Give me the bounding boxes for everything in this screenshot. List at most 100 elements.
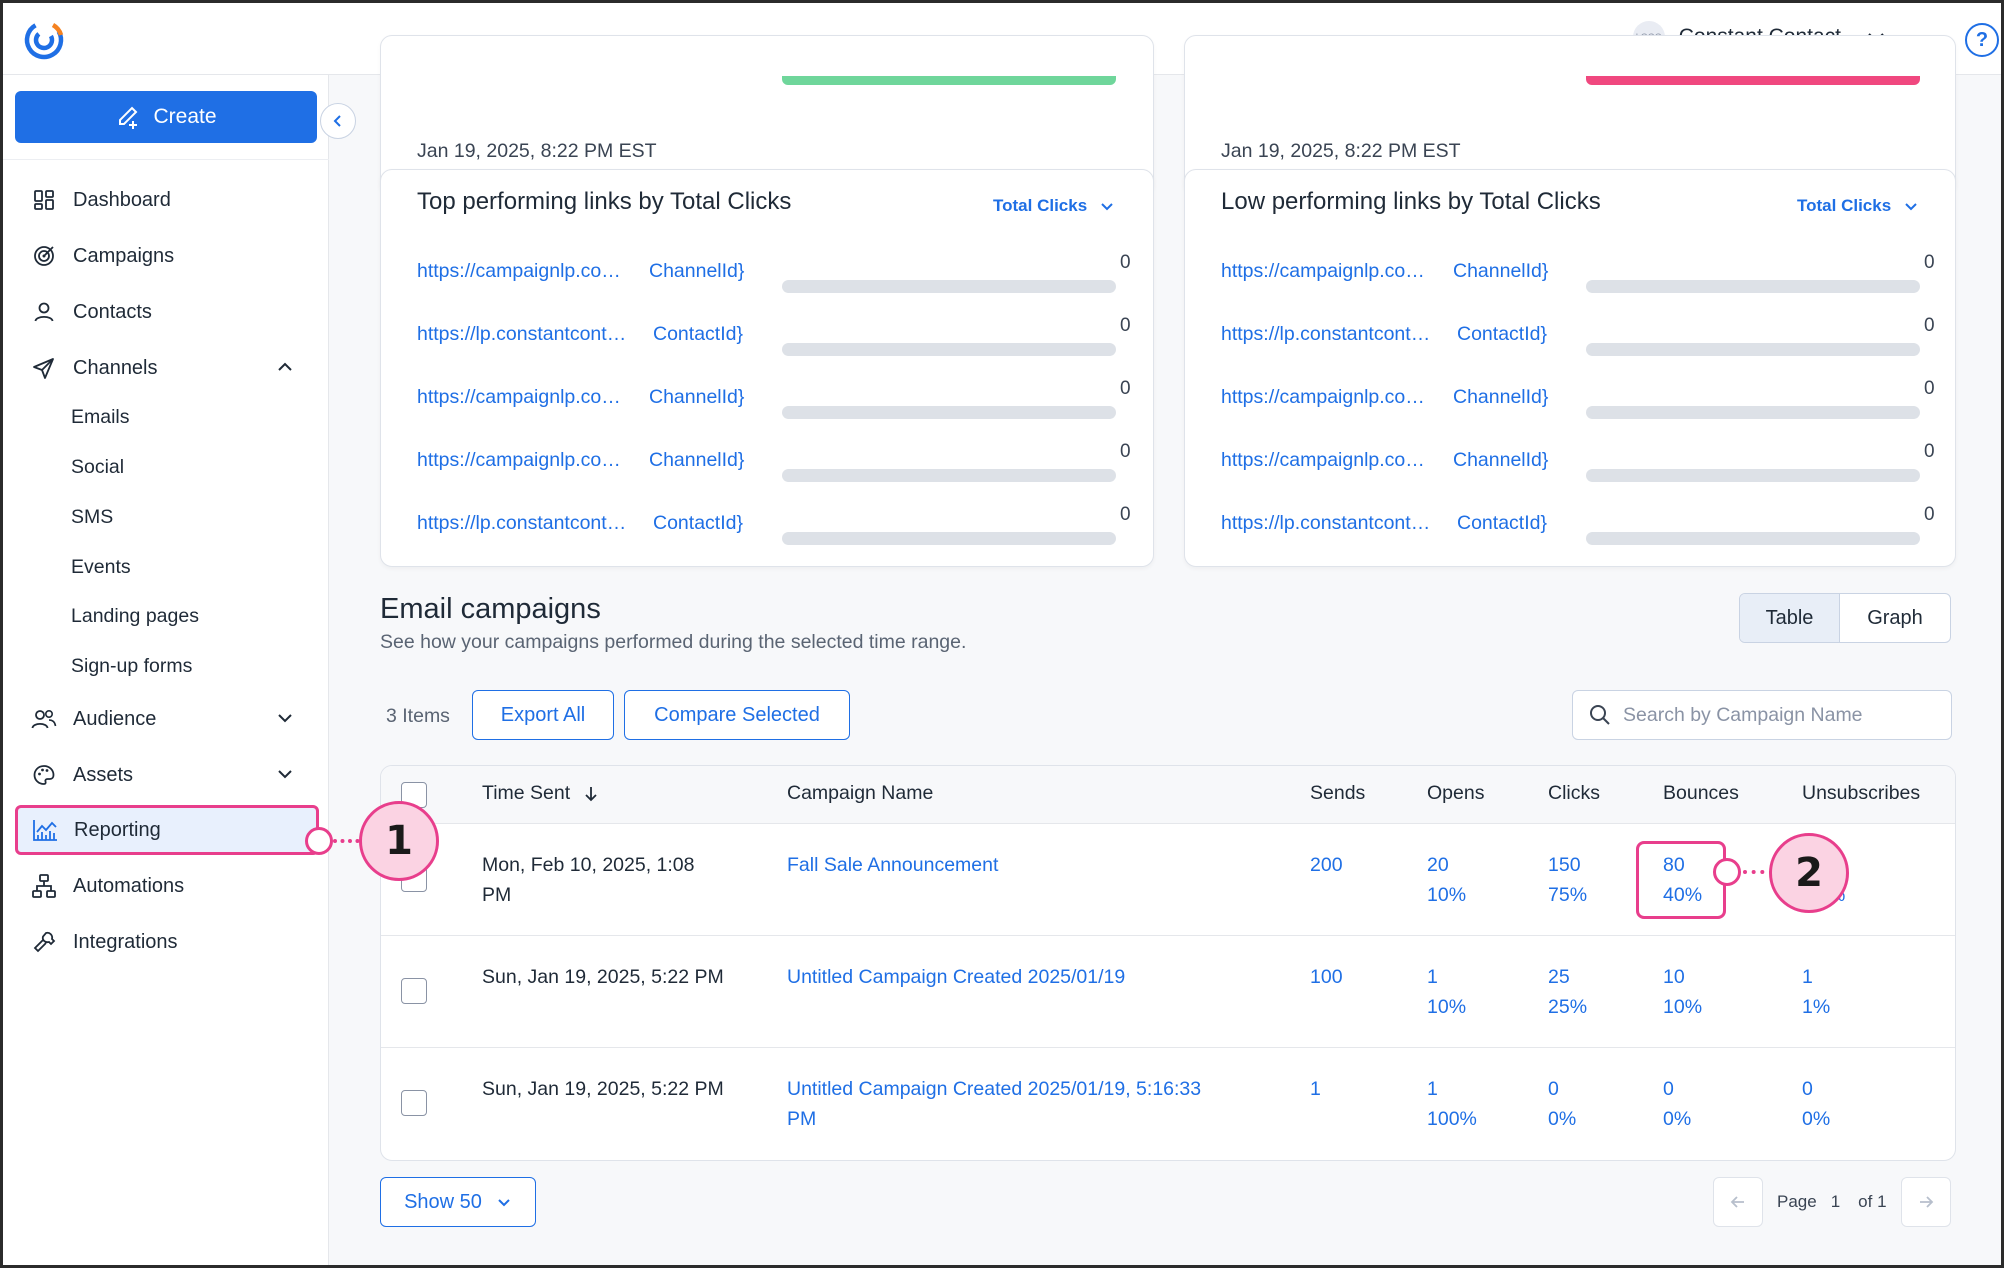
- link-url[interactable]: https://campaignlp.co…: [417, 386, 621, 408]
- link-suffix[interactable]: ChannelId}: [1453, 260, 1549, 282]
- toggle-table[interactable]: Table: [1740, 594, 1840, 642]
- palette-icon: [31, 762, 57, 788]
- help-button[interactable]: ?: [1965, 23, 1999, 57]
- link-count: 0: [1120, 441, 1131, 462]
- chevron-down-icon: [278, 714, 292, 723]
- clicks-value[interactable]: 0 0%: [1548, 1078, 1577, 1130]
- link-row: https://campaignlp.co… ChannelId} 0: [1221, 378, 1941, 428]
- column-sends: Sends: [1310, 782, 1366, 804]
- page-size-dropdown[interactable]: Show 50: [380, 1177, 536, 1227]
- sidebar-item-assets[interactable]: Assets: [17, 750, 317, 800]
- bounces-value[interactable]: 10 10%: [1663, 966, 1703, 1018]
- link-url[interactable]: https://campaignlp.co…: [417, 449, 621, 471]
- compare-selected-button[interactable]: Compare Selected: [624, 690, 850, 740]
- column-label: Time Sent: [482, 782, 571, 804]
- callout-badge-2: 2: [1769, 833, 1849, 913]
- row-checkbox[interactable]: [401, 978, 427, 1004]
- link-suffix[interactable]: ContactId}: [653, 512, 743, 534]
- bounces-value[interactable]: 80 40%: [1663, 854, 1703, 906]
- unsubscribes-value[interactable]: 0 0%: [1802, 1078, 1831, 1130]
- chevron-down-icon: [498, 1199, 510, 1207]
- opens-value[interactable]: 1 10%: [1427, 966, 1467, 1018]
- link-suffix[interactable]: ChannelId}: [649, 449, 745, 471]
- export-all-button[interactable]: Export All: [472, 690, 614, 740]
- arrow-left-icon: [1730, 1196, 1744, 1208]
- sends-value[interactable]: 100: [1310, 966, 1343, 988]
- top-links-metric-dropdown[interactable]: Total Clicks: [993, 196, 1115, 216]
- clicks-value[interactable]: 150 75%: [1548, 854, 1588, 906]
- link-count: 0: [1924, 315, 1935, 336]
- next-page-button[interactable]: [1900, 1177, 1951, 1227]
- campaign-name-link[interactable]: Fall Sale Announcement: [787, 854, 999, 876]
- sidebar-item-audience[interactable]: Audience: [17, 694, 317, 744]
- sidebar-item-label: Automations: [73, 874, 185, 897]
- sidebar-subitem-events[interactable]: Events: [71, 555, 131, 578]
- sidebar-item-campaigns[interactable]: Campaigns: [17, 231, 317, 281]
- sidebar-item-reporting[interactable]: Reporting: [15, 805, 319, 855]
- opens-value[interactable]: 1 100%: [1427, 1078, 1477, 1130]
- create-button[interactable]: Create: [15, 91, 317, 143]
- bounces-value[interactable]: 0 0%: [1663, 1078, 1692, 1130]
- sidebar-subitem-social[interactable]: Social: [71, 455, 125, 478]
- callout-2-anchor: [1713, 858, 1741, 886]
- time-sent: Mon, Feb 10, 2025, 1:08 PM: [482, 854, 695, 906]
- link-suffix[interactable]: ChannelId}: [649, 260, 745, 282]
- link-row: https://campaignlp.co… ChannelId} 0: [1221, 252, 1941, 302]
- sidebar-subitem-landing-pages[interactable]: Landing pages: [71, 604, 199, 627]
- link-url[interactable]: https://lp.constantcont…: [417, 512, 627, 534]
- link-url[interactable]: https://campaignlp.co…: [417, 260, 621, 282]
- sidebar-item-label: Dashboard: [73, 188, 171, 211]
- sidebar-item-integrations[interactable]: Integrations: [17, 917, 317, 967]
- main-content: Jan 19, 2025, 8:22 PM EST Jan 19, 2025, …: [330, 35, 2001, 1265]
- sidebar-item-automations[interactable]: Automations: [17, 861, 317, 911]
- link-suffix[interactable]: ContactId}: [1457, 323, 1547, 345]
- link-url[interactable]: https://lp.constantcont…: [1221, 323, 1431, 345]
- table-header: Time Sent Campaign Name Sends Opens Clic…: [381, 766, 1955, 824]
- link-url[interactable]: https://campaignlp.co…: [1221, 260, 1425, 282]
- progress-bar-pink: [1586, 76, 1920, 85]
- chevron-down-icon: [1101, 203, 1113, 211]
- summary-card-right: Jan 19, 2025, 8:22 PM EST: [1184, 35, 1956, 195]
- constant-contact-logo-icon[interactable]: [23, 19, 65, 61]
- sidebar-item-label: Campaigns: [73, 244, 175, 267]
- page-number[interactable]: 1: [1830, 1192, 1841, 1211]
- campaign-name-link[interactable]: Untitled Campaign Created 2025/01/19, 5:…: [787, 1078, 1202, 1130]
- link-url[interactable]: https://lp.constantcont…: [417, 323, 627, 345]
- chevron-up-icon: [278, 362, 292, 371]
- sends-value[interactable]: 200: [1310, 854, 1343, 876]
- row-checkbox[interactable]: [401, 1090, 427, 1116]
- previous-page-button[interactable]: [1713, 1177, 1763, 1227]
- low-links-metric-dropdown[interactable]: Total Clicks: [1797, 196, 1919, 216]
- opens-value[interactable]: 20 10%: [1427, 854, 1467, 906]
- sidebar-item-contacts[interactable]: Contacts: [17, 287, 317, 337]
- person-icon: [31, 299, 57, 325]
- unsubscribes-value[interactable]: 1 1%: [1802, 966, 1831, 1018]
- campaign-name-link[interactable]: Untitled Campaign Created 2025/01/19: [787, 966, 1126, 988]
- link-suffix[interactable]: ContactId}: [1457, 512, 1547, 534]
- sidebar-subitem-emails[interactable]: Emails: [71, 405, 130, 428]
- link-suffix[interactable]: ChannelId}: [649, 386, 745, 408]
- dropdown-label: Total Clicks: [1797, 196, 1892, 215]
- sends-value[interactable]: 1: [1310, 1078, 1321, 1100]
- link-row: https://campaignlp.co… ChannelId} 0: [1221, 441, 1941, 491]
- sidebar-subitem-signup-forms[interactable]: Sign-up forms: [71, 654, 193, 677]
- search-input[interactable]: [1623, 703, 1943, 727]
- sidebar-item-channels[interactable]: Channels: [17, 343, 317, 393]
- sidebar-item-dashboard[interactable]: Dashboard: [17, 175, 317, 225]
- flow-icon: [31, 873, 57, 899]
- column-time-sent[interactable]: Time Sent: [482, 782, 600, 805]
- link-suffix[interactable]: ChannelId}: [1453, 386, 1549, 408]
- link-url[interactable]: https://lp.constantcont…: [1221, 512, 1431, 534]
- section-title: Email campaigns: [380, 593, 601, 625]
- link-url[interactable]: https://campaignlp.co…: [1221, 386, 1425, 408]
- bounces-highlight-box: [1636, 841, 1726, 919]
- link-suffix[interactable]: ContactId}: [653, 323, 743, 345]
- link-suffix[interactable]: ChannelId}: [1453, 449, 1549, 471]
- sidebar-subitem-sms[interactable]: SMS: [71, 505, 114, 528]
- link-url[interactable]: https://campaignlp.co…: [1221, 449, 1425, 471]
- column-campaign-name: Campaign Name: [787, 782, 934, 804]
- toggle-graph[interactable]: Graph: [1867, 606, 1923, 629]
- collapse-sidebar-button[interactable]: [320, 103, 356, 139]
- clicks-value[interactable]: 25 25%: [1548, 966, 1588, 1018]
- low-links-title: Low performing links by Total Clicks: [1221, 188, 1601, 215]
